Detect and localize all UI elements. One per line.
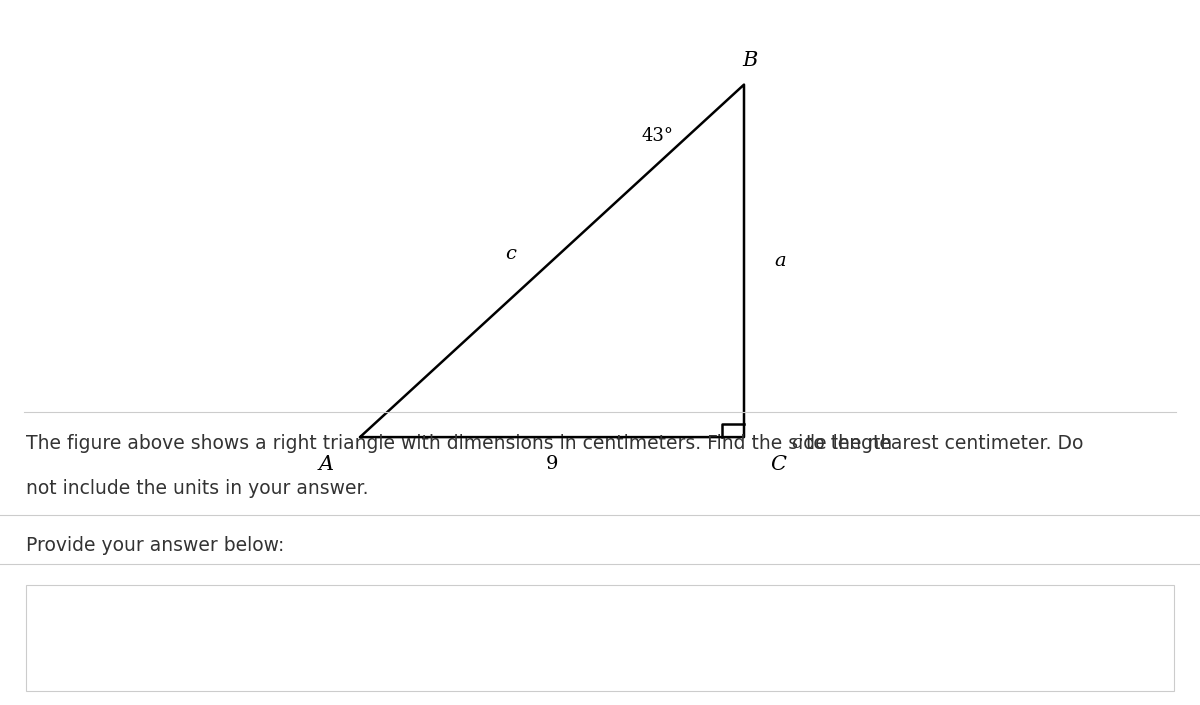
- Text: B: B: [743, 51, 757, 70]
- Text: A: A: [318, 455, 334, 474]
- Text: 9: 9: [546, 455, 558, 473]
- Text: a: a: [774, 252, 786, 270]
- Text: The figure above shows a right triangle with dimensions in centimeters. Find the: The figure above shows a right triangle …: [26, 434, 899, 453]
- Text: 43°: 43°: [642, 127, 674, 145]
- Text: c: c: [791, 434, 802, 452]
- Text: not include the units in your answer.: not include the units in your answer.: [26, 479, 368, 498]
- Text: Provide your answer below:: Provide your answer below:: [26, 536, 284, 555]
- Text: c: c: [505, 245, 516, 263]
- Text: to the nearest centimeter. Do: to the nearest centimeter. Do: [800, 434, 1084, 453]
- Text: C: C: [770, 455, 786, 474]
- FancyBboxPatch shape: [26, 585, 1174, 691]
